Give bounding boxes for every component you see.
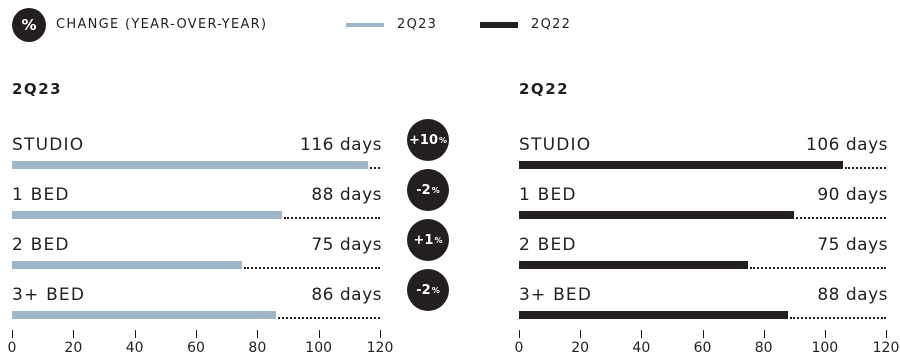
bar-remainder-dots-2q23-1 (283, 217, 380, 219)
category-label-2q22-2: 2 BED (519, 235, 577, 255)
legend-label-2q22: 2Q22 (531, 17, 572, 32)
axis-tick-2q23-1 (73, 330, 75, 338)
bar-2q22-0 (519, 161, 844, 169)
yoy-change-value-3: -2 (416, 282, 431, 298)
value-label-2q23-0: 116 days (300, 135, 382, 155)
yoy-change-unit-0: % (438, 135, 447, 145)
axis-tick-label-2q23-0: 0 (7, 340, 17, 356)
panel-title-2q23: 2Q23 (12, 80, 63, 98)
yoy-change-badge-0: +10% (407, 119, 449, 161)
yoy-change-badge-1: -2% (407, 169, 449, 211)
axis-tick-2q23-0 (12, 330, 13, 338)
axis-tick-2q22-1 (580, 330, 582, 338)
axis-tick-label-2q23-3: 60 (187, 340, 205, 356)
axis-tick-label-2q23-5: 100 (305, 340, 333, 356)
axis-tick-label-2q22-1: 20 (571, 340, 590, 356)
axis-tick-2q23-2 (134, 330, 136, 338)
bar-remainder-dots-2q22-0 (845, 167, 886, 169)
value-label-2q22-1: 90 days (817, 185, 888, 205)
bar-2q22-2 (519, 261, 749, 269)
bar-2q23-0 (12, 161, 368, 169)
axis-tick-2q22-3 (702, 330, 704, 338)
axis-tick-2q22-6 (886, 330, 887, 338)
yoy-change-value-0: +10 (409, 132, 438, 148)
bar-remainder-dots-2q23-0 (369, 167, 380, 169)
category-label-2q22-3: 3+ BED (519, 285, 593, 305)
axis-tick-2q22-2 (641, 330, 643, 338)
yoy-change-value-2: +1 (413, 232, 434, 248)
value-label-2q22-2: 75 days (817, 235, 888, 255)
panel-title-2q22: 2Q22 (519, 80, 570, 98)
bar-2q22-1 (519, 211, 795, 219)
axis-tick-label-2q23-6: 120 (366, 340, 394, 356)
axis-tick-label-2q22-3: 60 (693, 340, 712, 356)
axis-tick-label-2q23-2: 40 (125, 340, 144, 356)
yoy-change-unit-2: % (434, 235, 443, 245)
yoy-change-value-1: -2 (416, 182, 431, 198)
legend-swatch-2q22 (480, 22, 518, 28)
bar-remainder-dots-2q23-2 (244, 267, 380, 269)
bar-2q23-2 (12, 261, 242, 269)
axis-tick-2q23-6 (380, 330, 381, 338)
axis-tick-2q22-4 (763, 330, 765, 338)
yoy-change-unit-1: % (431, 185, 440, 195)
percent-badge-icon: % (12, 8, 46, 42)
yoy-change-unit-3: % (431, 285, 440, 295)
axis-tick-2q22-5 (824, 330, 826, 338)
bar-remainder-dots-2q23-3 (277, 317, 380, 319)
value-label-2q23-2: 75 days (311, 235, 382, 255)
axis-tick-label-2q22-4: 80 (754, 340, 773, 356)
value-label-2q22-0: 106 days (806, 135, 888, 155)
category-label-2q23-2: 2 BED (12, 235, 70, 255)
category-label-2q22-0: STUDIO (519, 135, 592, 155)
axis-tick-label-2q23-1: 20 (64, 340, 83, 356)
axis-tick-2q22-0 (519, 330, 520, 338)
percent-badge-text: % (21, 16, 37, 34)
value-label-2q22-3: 88 days (817, 285, 888, 305)
bar-remainder-dots-2q22-3 (790, 317, 886, 319)
axis-tick-label-2q23-4: 80 (248, 340, 267, 356)
bar-2q23-1 (12, 211, 282, 219)
bar-remainder-dots-2q22-1 (796, 217, 886, 219)
axis-tick-2q23-5 (318, 330, 320, 338)
value-label-2q23-3: 86 days (311, 285, 382, 305)
axis-tick-2q23-3 (196, 330, 197, 338)
axis-tick-label-2q22-0: 0 (514, 340, 524, 356)
value-label-2q23-1: 88 days (311, 185, 382, 205)
category-label-2q23-3: 3+ BED (12, 285, 86, 305)
bar-remainder-dots-2q22-2 (750, 267, 886, 269)
axis-tick-2q23-4 (257, 330, 259, 338)
legend-label-2q23: 2Q23 (397, 17, 438, 32)
axis-tick-label-2q22-5: 100 (811, 340, 839, 356)
category-label-2q23-0: STUDIO (12, 135, 85, 155)
legend-change-label: CHANGE (YEAR-OVER-YEAR) (56, 17, 268, 32)
axis-tick-label-2q22-2: 40 (632, 340, 651, 356)
axis-tick-label-2q22-6: 120 (872, 340, 900, 356)
category-label-2q23-1: 1 BED (12, 185, 70, 205)
yoy-change-badge-2: +1% (407, 219, 449, 261)
bar-2q23-3 (12, 311, 276, 319)
category-label-2q22-1: 1 BED (519, 185, 577, 205)
yoy-change-badge-3: -2% (407, 269, 449, 311)
legend-swatch-2q23 (346, 23, 384, 27)
bar-2q22-3 (519, 311, 789, 319)
